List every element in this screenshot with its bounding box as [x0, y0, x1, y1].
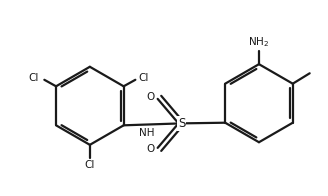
- Text: NH: NH: [139, 128, 154, 138]
- Text: S: S: [178, 117, 185, 130]
- Text: Cl: Cl: [85, 161, 95, 171]
- Text: O: O: [146, 92, 154, 102]
- Text: NH$_2$: NH$_2$: [248, 35, 270, 49]
- Text: O: O: [146, 144, 154, 154]
- Text: Cl: Cl: [29, 74, 39, 83]
- Text: Cl: Cl: [138, 74, 148, 83]
